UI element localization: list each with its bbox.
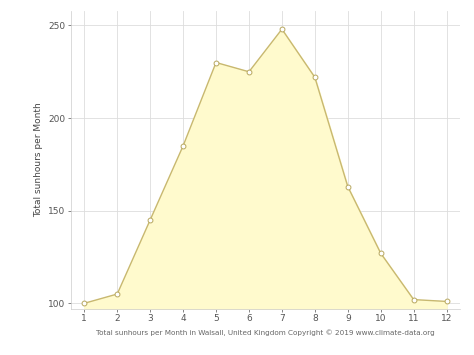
X-axis label: Total sunhours per Month in Walsall, United Kingdom Copyright © 2019 www.climate: Total sunhours per Month in Walsall, Uni… <box>96 329 435 335</box>
Y-axis label: Total sunhours per Month: Total sunhours per Month <box>34 102 43 217</box>
